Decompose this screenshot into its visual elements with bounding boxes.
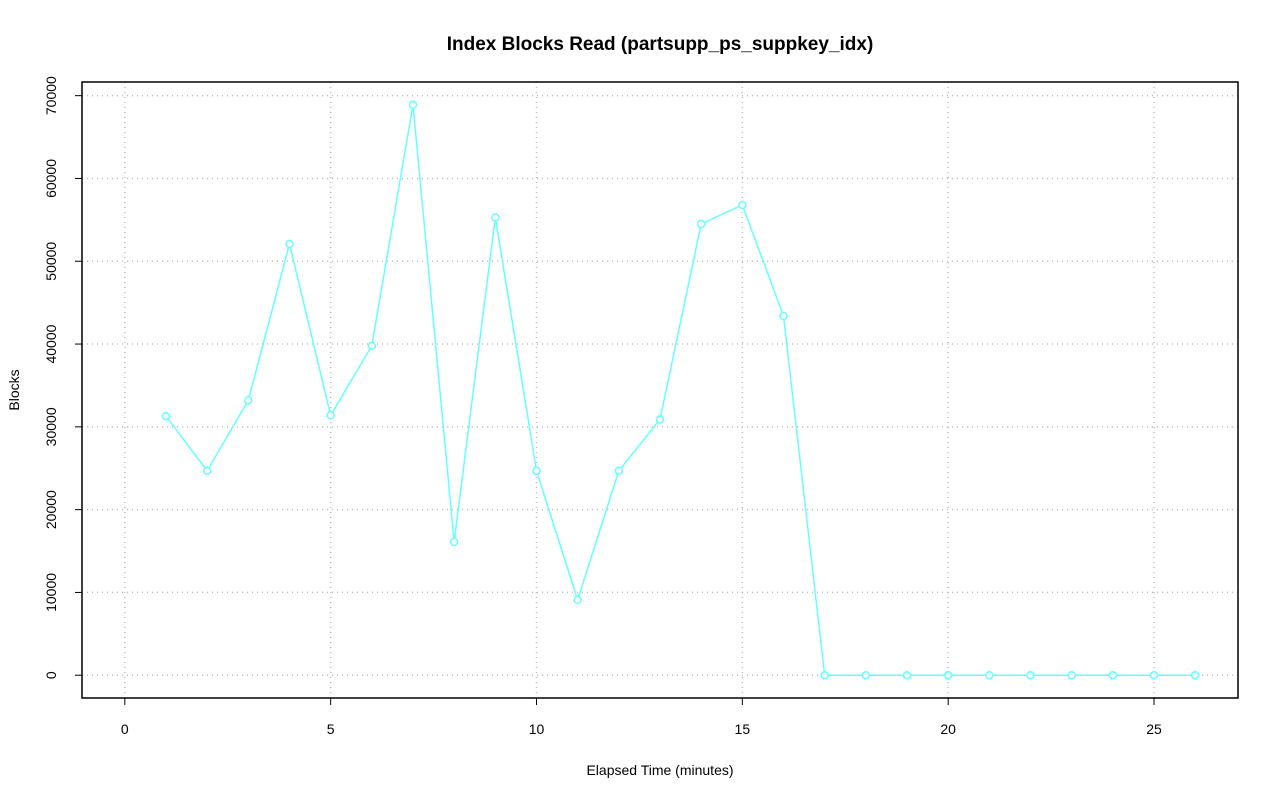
data-point	[573, 595, 582, 605]
data-point	[408, 100, 418, 110]
data-point	[1067, 670, 1076, 680]
y-axis-label: Blocks	[6, 369, 22, 410]
data-point	[820, 670, 829, 680]
data-point	[491, 213, 500, 222]
x-axis-label: Elapsed Time (minutes)	[586, 762, 733, 778]
y-tick-label: 60000	[43, 159, 59, 198]
data-point	[696, 219, 706, 229]
data-point	[779, 311, 788, 321]
data-point	[1108, 670, 1118, 680]
y-tick-label: 10000	[43, 573, 59, 612]
data-point	[1026, 670, 1035, 680]
data-point	[614, 466, 624, 475]
data-point	[326, 411, 335, 420]
y-tick-label: 40000	[43, 324, 59, 363]
x-tick-label: 5	[327, 721, 335, 737]
data-point	[902, 670, 912, 680]
series-line	[165, 104, 1196, 676]
data-point	[244, 396, 253, 405]
data-point	[655, 415, 665, 424]
data-point	[532, 466, 541, 475]
data-point	[738, 200, 747, 210]
y-tick-label: 0	[43, 671, 59, 679]
data-point	[161, 411, 171, 421]
data-point	[1149, 670, 1159, 680]
y-tick-label: 20000	[43, 490, 59, 529]
plot-frame	[81, 81, 1239, 699]
data-point	[202, 466, 212, 475]
x-tick-label: 15	[735, 721, 751, 737]
data-point	[449, 537, 459, 547]
y-tick-label: 70000	[43, 76, 59, 115]
y-tick-label: 50000	[43, 242, 59, 281]
data-point	[985, 670, 994, 680]
data-point	[1190, 670, 1200, 680]
x-tick-label: 0	[121, 721, 129, 737]
x-tick-label: 10	[529, 721, 545, 737]
data-point	[861, 670, 871, 680]
x-tick-label: 20	[940, 721, 956, 737]
chart-title: Index Blocks Read (partsupp_ps_suppkey_i…	[447, 34, 874, 55]
y-tick-label: 30000	[43, 407, 59, 446]
data-point	[367, 341, 377, 350]
x-tick-label: 25	[1146, 721, 1162, 737]
data-point	[943, 670, 953, 680]
data-point	[285, 239, 294, 249]
